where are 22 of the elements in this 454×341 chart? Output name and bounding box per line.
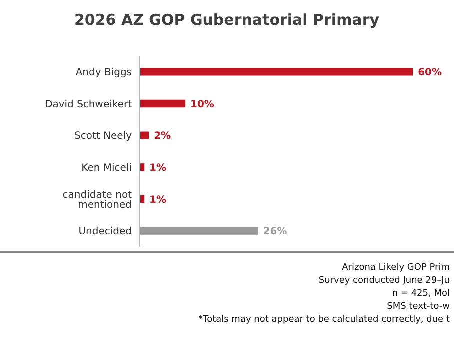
chart-title: 2026 AZ GOP Gubernatorial Primary	[73, 10, 381, 31]
y-tick-label: Undecided	[78, 226, 132, 238]
bar	[140, 68, 414, 76]
data-label: 26%	[263, 226, 288, 238]
text: Survey conducted June 29–Ju	[318, 275, 450, 288]
y-tick-label: Andy Biggs	[76, 67, 132, 78]
y-tick-label: Scott Neely	[74, 131, 132, 142]
y-tick-label: candidate not mentioned	[62, 190, 132, 211]
data-label: 1%	[150, 194, 167, 206]
text: SMS text-to-w	[386, 301, 450, 314]
data-label: 2%	[154, 131, 172, 142]
y-tick-label: David Schweikert	[45, 99, 132, 110]
data-label: 10%	[190, 99, 214, 110]
bar	[140, 227, 258, 235]
data-label: 1%	[150, 162, 167, 174]
text: n = 425, Mol	[391, 288, 450, 301]
y-tick-label: Ken Miceli	[82, 162, 132, 174]
text: *Totals may not appear to be calculated correctly, due t	[198, 314, 450, 327]
bar	[140, 132, 150, 140]
text: Arizona Likely GOP Prim	[341, 262, 450, 275]
data-label: 60%	[418, 67, 442, 78]
bar	[140, 100, 186, 108]
